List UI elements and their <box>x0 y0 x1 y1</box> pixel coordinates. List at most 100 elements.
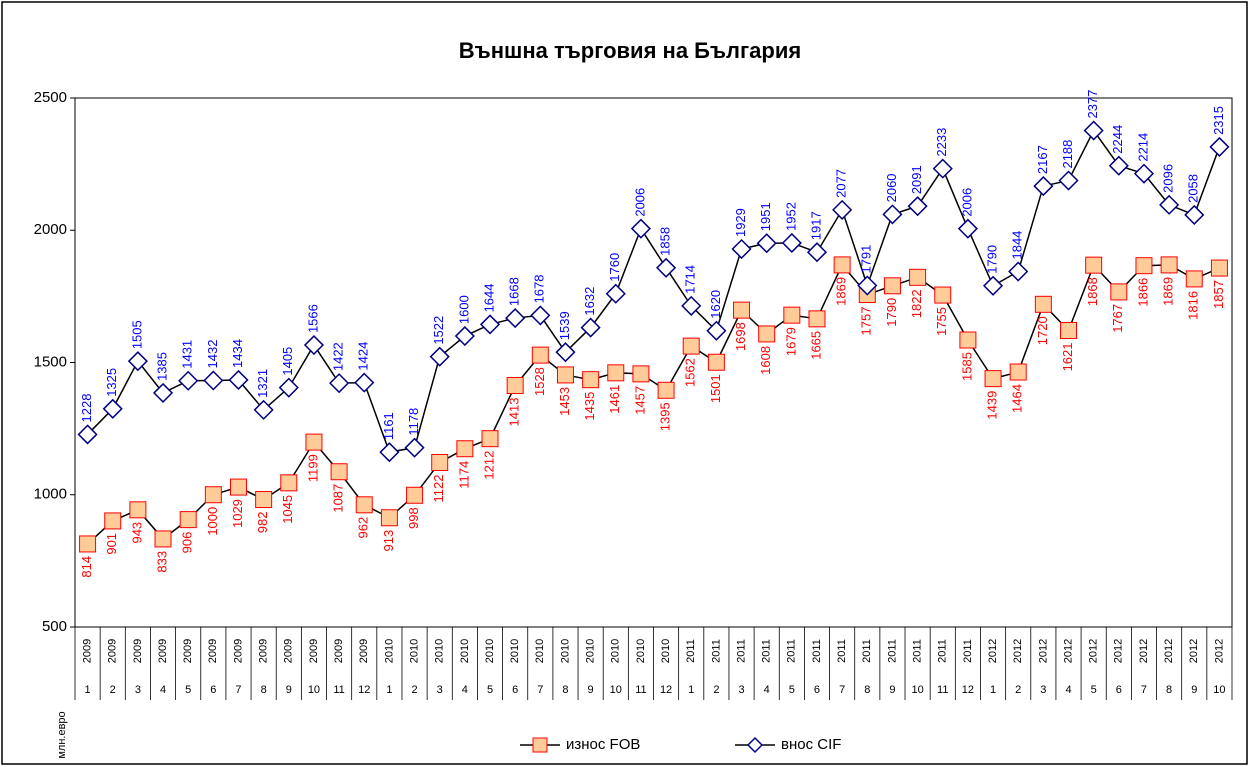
x-tick-year: 2009 <box>157 639 169 663</box>
data-label: 1178 <box>406 408 421 436</box>
data-label: 1760 <box>607 253 622 282</box>
x-tick-label: 2 <box>713 684 719 696</box>
x-tick-year: 2010 <box>408 639 420 663</box>
x-tick-year: 2012 <box>1037 639 1049 663</box>
x-tick-year: 2010 <box>459 639 471 663</box>
y-tick-label: 500 <box>42 618 67 635</box>
marker <box>1108 155 1129 176</box>
marker <box>280 474 298 492</box>
data-label: 1161 <box>381 412 396 440</box>
data-label: 1600 <box>456 295 471 324</box>
y-tick-label: 2000 <box>34 221 67 238</box>
data-label: 1857 <box>1211 280 1226 309</box>
x-tick-label: 2 <box>110 684 116 696</box>
data-label: 982 <box>255 512 270 534</box>
marker <box>656 257 677 278</box>
marker <box>354 372 375 393</box>
x-tick-label: 11 <box>333 684 344 696</box>
marker <box>152 382 174 403</box>
x-tick-label: 9 <box>588 684 594 696</box>
data-label: 1212 <box>481 451 496 480</box>
data-label: 1457 <box>632 386 647 415</box>
marker <box>531 346 549 364</box>
data-label: 1757 <box>859 307 874 336</box>
data-label: 1422 <box>331 342 346 371</box>
data-label: 1522 <box>431 316 446 345</box>
x-tick-year: 2012 <box>1163 639 1175 663</box>
marker <box>1033 176 1054 197</box>
data-label: 1767 <box>1110 304 1125 333</box>
marker <box>1159 194 1180 215</box>
x-tick-label: 8 <box>864 684 870 696</box>
data-label: 1632 <box>582 287 597 316</box>
x-tick-year: 2009 <box>232 639 244 663</box>
x-tick-label: 3 <box>437 684 443 696</box>
marker <box>530 305 551 326</box>
marker <box>102 398 123 419</box>
x-tick-label: 12 <box>660 684 672 696</box>
x-tick-label: 1 <box>386 684 392 696</box>
data-label: 2188 <box>1060 140 1075 169</box>
marker <box>454 325 475 347</box>
x-tick-year: 2012 <box>1113 639 1125 663</box>
x-tick-year: 2011 <box>836 639 848 663</box>
data-label: 2060 <box>884 173 899 202</box>
data-label: 1562 <box>683 358 698 387</box>
data-label: 1866 <box>1135 278 1150 307</box>
legend-label: износ FOB <box>566 736 640 753</box>
marker <box>957 218 978 239</box>
chart-title: Външна търговия на България <box>459 38 801 63</box>
x-tick-year: 2010 <box>534 639 546 663</box>
marker <box>832 199 853 220</box>
marker <box>77 424 98 445</box>
marker <box>1034 295 1052 313</box>
data-label: 1435 <box>582 392 597 421</box>
marker <box>1184 204 1205 225</box>
marker <box>329 373 350 394</box>
data-label: 943 <box>129 522 144 544</box>
x-tick-label: 10 <box>308 684 320 696</box>
data-label: 1714 <box>683 265 698 294</box>
marker <box>707 353 725 371</box>
marker <box>129 501 147 519</box>
data-label: 1453 <box>557 387 572 416</box>
marker <box>733 301 751 319</box>
marker <box>79 535 97 553</box>
data-label: 1087 <box>331 484 346 513</box>
marker <box>605 283 626 304</box>
marker <box>1135 257 1153 275</box>
data-label: 1228 <box>79 394 94 423</box>
data-label: 2244 <box>1110 125 1125 154</box>
data-label: 1951 <box>758 202 773 231</box>
x-tick-year: 2012 <box>987 639 999 663</box>
marker <box>229 478 247 496</box>
x-tick-year: 2010 <box>585 639 597 663</box>
y-tick-label: 1500 <box>34 353 67 370</box>
data-label: 2006 <box>959 188 974 217</box>
data-label: 2233 <box>934 128 949 157</box>
marker <box>1083 120 1104 141</box>
data-label: 1045 <box>280 495 295 524</box>
x-tick-year: 2011 <box>937 639 949 663</box>
x-tick-year: 2010 <box>509 639 521 663</box>
marker <box>1209 136 1230 157</box>
marker <box>758 325 776 343</box>
data-label: 2214 <box>1135 133 1150 162</box>
x-tick-label: 5 <box>789 684 795 696</box>
data-label: 1621 <box>1060 342 1075 371</box>
data-label: 2377 <box>1085 90 1100 119</box>
data-label: 2315 <box>1211 106 1226 135</box>
marker <box>505 308 526 329</box>
marker <box>607 364 625 382</box>
data-label: 1539 <box>557 311 572 340</box>
marker <box>1210 259 1228 277</box>
data-label: 1790 <box>984 245 999 274</box>
x-tick-label: 12 <box>358 684 370 696</box>
data-label: 1952 <box>783 202 798 231</box>
x-tick-year: 2009 <box>81 639 93 663</box>
x-tick-label: 9 <box>889 684 895 696</box>
marker <box>506 377 524 395</box>
x-tick-label: 8 <box>1166 684 1172 696</box>
x-tick-label: 3 <box>135 684 141 696</box>
data-label: 1432 <box>205 340 220 369</box>
